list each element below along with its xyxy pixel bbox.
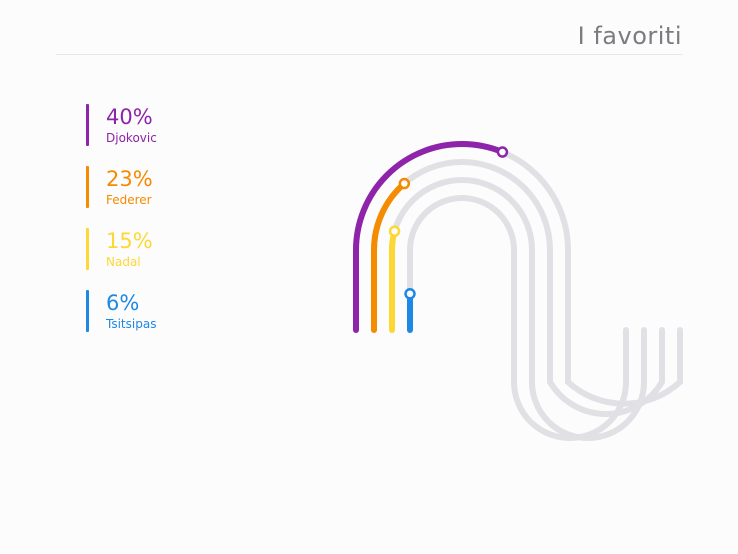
legend-percent: 15% bbox=[106, 229, 153, 253]
legend-item-djokovic: 40% Djokovic bbox=[86, 104, 157, 146]
track-background bbox=[389, 177, 647, 441]
legend-color-bar bbox=[86, 166, 89, 208]
legend-color-bar bbox=[86, 104, 89, 146]
legend-color-bar bbox=[86, 228, 89, 270]
legend-color-bar bbox=[86, 290, 89, 332]
track-end-marker-federer bbox=[398, 177, 411, 190]
legend-player-name: Tsitsipas bbox=[106, 317, 157, 331]
legend-item-federer: 23% Federer bbox=[86, 166, 157, 208]
legend-percent: 23% bbox=[106, 167, 153, 191]
track-value-djokovic bbox=[353, 141, 683, 407]
legend-percent: 40% bbox=[106, 105, 153, 129]
legend-player-name: Djokovic bbox=[106, 131, 157, 145]
legend-player-name: Nadal bbox=[106, 255, 141, 269]
legend-item-tsitsipas: 6% Tsitsipas bbox=[86, 290, 157, 332]
page-title: I favoriti bbox=[577, 22, 682, 50]
track-end-marker-djokovic bbox=[496, 146, 509, 158]
legend-player-name: Federer bbox=[106, 193, 152, 207]
track-value-federer bbox=[371, 159, 665, 417]
track-background bbox=[407, 195, 629, 441]
track-end-marker-nadal bbox=[388, 225, 401, 237]
legend: 40% Djokovic 23% Federer 15% Nadal 6% Ts… bbox=[86, 104, 157, 352]
title-divider bbox=[56, 54, 682, 55]
track-end-marker-tsitsipas bbox=[404, 288, 416, 300]
legend-item-nadal: 15% Nadal bbox=[86, 228, 157, 270]
legend-percent: 6% bbox=[106, 291, 140, 315]
